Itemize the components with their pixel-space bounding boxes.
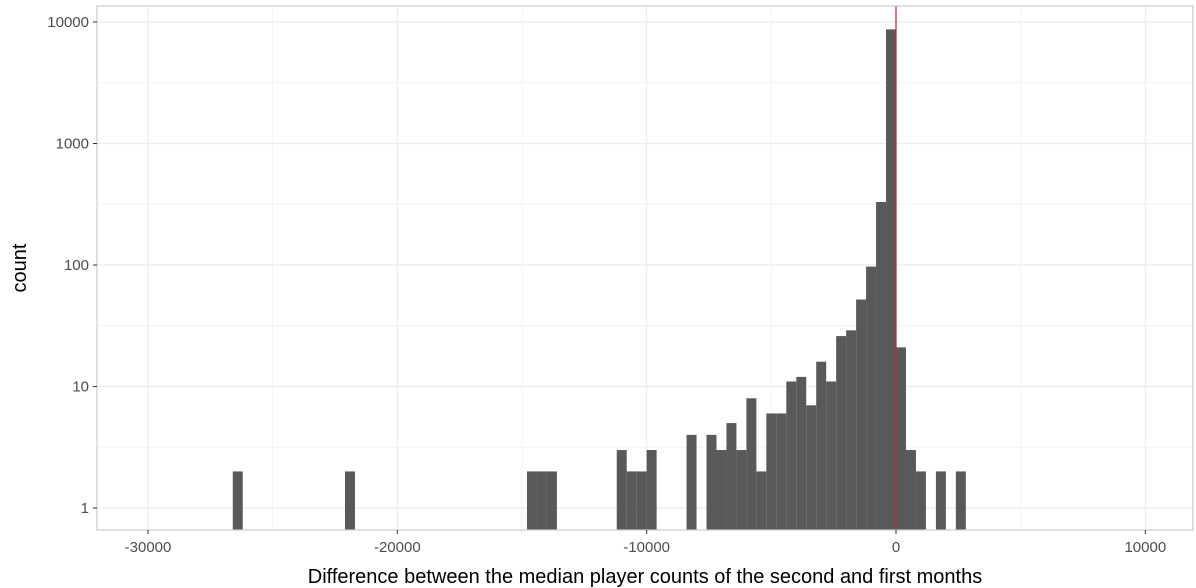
histogram-bar	[876, 202, 887, 530]
x-axis-ticks: -30000 -20000 -10000 0 10000	[125, 530, 1166, 556]
histogram-bars	[232, 29, 966, 530]
histogram-bar	[856, 299, 867, 530]
y-axis-ticks: 1 10 100 1000 10000	[47, 14, 97, 517]
x-tick-label: -10000	[623, 539, 670, 556]
x-axis-title: Difference between the median player cou…	[308, 566, 982, 588]
panel-border	[96, 5, 1194, 531]
x-tick-label: -30000	[125, 539, 172, 556]
histogram-bar	[706, 434, 717, 530]
histogram-bar	[716, 450, 727, 530]
histogram-bar	[746, 398, 757, 530]
histogram-bar	[935, 471, 946, 530]
histogram-bar	[756, 471, 767, 530]
histogram-bar	[536, 471, 547, 530]
histogram-bar	[726, 423, 737, 530]
histogram-bar	[886, 29, 896, 530]
histogram-bar	[816, 361, 827, 530]
histogram-bar	[866, 266, 877, 530]
x-tick-label: -20000	[374, 539, 421, 556]
x-tick-label: 10000	[1124, 539, 1166, 556]
y-axis-title: count	[9, 243, 31, 292]
histogram-bar	[776, 413, 787, 530]
histogram-bar	[806, 405, 817, 530]
histogram-bar	[766, 413, 777, 530]
histogram-bar	[796, 376, 807, 530]
histogram-bar	[526, 471, 537, 530]
histogram-bar	[905, 450, 916, 530]
histogram-bar	[736, 450, 747, 530]
histogram-bar	[826, 381, 837, 530]
histogram-bar	[915, 471, 926, 530]
histogram-bar	[232, 471, 243, 530]
histogram-bar	[616, 450, 627, 530]
histogram-bar	[636, 471, 647, 530]
y-tick-label: 1	[81, 500, 89, 517]
histogram-bar	[626, 471, 637, 530]
histogram-bar	[836, 336, 847, 530]
y-tick-label: 100	[64, 257, 89, 274]
histogram-bar	[646, 450, 657, 530]
histogram-bar	[786, 381, 797, 530]
x-tick-label: 0	[892, 539, 900, 556]
y-tick-label: 1000	[56, 136, 89, 153]
y-tick-label: 10	[72, 379, 89, 396]
histogram-bar	[686, 434, 697, 530]
histogram-bar	[955, 471, 966, 530]
y-tick-label: 10000	[47, 14, 89, 31]
histogram-bar	[896, 347, 906, 530]
histogram-bar	[344, 471, 355, 530]
grid-lines	[97, 6, 1193, 530]
histogram-bar	[846, 330, 857, 530]
histogram-bar	[546, 471, 557, 530]
